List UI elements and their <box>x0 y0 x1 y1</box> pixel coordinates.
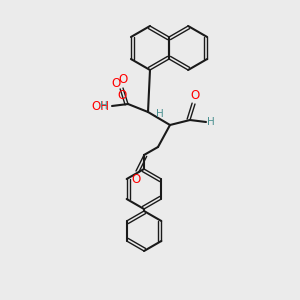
Text: O: O <box>111 77 121 90</box>
Text: O: O <box>118 73 127 86</box>
Text: OH: OH <box>91 100 109 112</box>
Text: H: H <box>100 101 108 111</box>
Text: H: H <box>207 117 215 127</box>
Text: O: O <box>190 89 200 102</box>
Text: O: O <box>117 89 127 102</box>
Text: O: O <box>131 173 141 186</box>
Text: H: H <box>156 109 164 119</box>
